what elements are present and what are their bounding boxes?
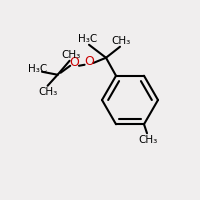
Text: CH₃: CH₃ (38, 87, 57, 97)
Text: CH₃: CH₃ (61, 50, 80, 60)
Text: CH₃: CH₃ (138, 135, 158, 145)
Text: O: O (84, 55, 94, 68)
Text: H₃C: H₃C (28, 64, 47, 74)
Text: H₃C: H₃C (78, 34, 98, 44)
Text: CH₃: CH₃ (111, 36, 131, 46)
Text: O: O (70, 56, 80, 69)
